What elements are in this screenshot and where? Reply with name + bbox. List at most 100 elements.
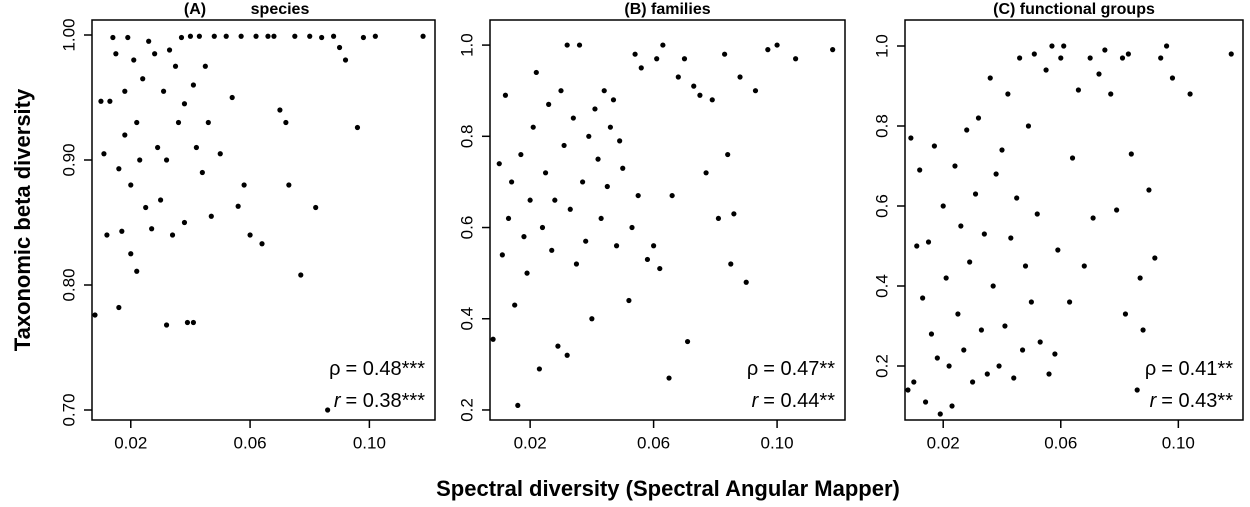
point [564, 352, 570, 358]
point [1025, 123, 1032, 129]
annotation-symbol: r [334, 390, 342, 412]
point [208, 213, 214, 219]
point [502, 92, 509, 98]
annotation: ρ = 0.48*** [329, 358, 425, 380]
point [996, 363, 1002, 369]
annotation-text: = 0.48*** [345, 358, 425, 380]
point [1114, 207, 1120, 213]
point [172, 63, 179, 69]
point [573, 261, 580, 267]
point [524, 270, 530, 276]
x-tick-label: 0.02 [514, 433, 547, 452]
x-tick-label: 0.10 [1162, 433, 1195, 452]
point [595, 156, 601, 162]
y-tick-label: 1.0 [872, 34, 891, 58]
point [987, 75, 993, 81]
point [360, 34, 367, 41]
point [319, 34, 325, 41]
annotation-text: = 0.43** [1161, 390, 1233, 412]
point [638, 65, 644, 71]
point [722, 51, 728, 57]
point [793, 56, 799, 62]
point [731, 211, 737, 217]
point [128, 251, 134, 257]
point [1087, 55, 1093, 61]
point [521, 234, 527, 240]
y-tick-label: 0.6 [872, 194, 891, 218]
point [146, 38, 152, 44]
point [970, 379, 976, 385]
point [925, 239, 932, 245]
plot-frame [904, 19, 1244, 421]
point [657, 265, 663, 272]
point [1052, 351, 1058, 357]
point [235, 203, 241, 209]
point [1046, 371, 1052, 377]
point [505, 215, 512, 222]
point [601, 88, 607, 94]
point [325, 407, 331, 413]
point [277, 107, 283, 113]
point [931, 143, 937, 149]
x-tick-label: 0.06 [1044, 433, 1077, 452]
point [1034, 211, 1040, 217]
point [1102, 47, 1108, 53]
point [666, 375, 672, 381]
point [122, 132, 128, 138]
point [104, 232, 110, 238]
annotation: r = 0.44** [752, 390, 836, 412]
point [175, 119, 182, 126]
point [530, 124, 536, 130]
point [110, 34, 116, 41]
point [1008, 235, 1014, 241]
point [967, 259, 973, 265]
point [217, 151, 223, 157]
point [1152, 255, 1158, 261]
point [152, 51, 158, 57]
point [604, 183, 610, 190]
point [570, 115, 576, 121]
point [1037, 339, 1043, 345]
point [752, 88, 759, 94]
point [626, 297, 632, 304]
point [589, 316, 595, 322]
x-tick-label: 0.06 [637, 433, 670, 452]
point [955, 311, 961, 317]
point [940, 203, 946, 209]
y-axis-label: Taxonomic beta diversity [10, 88, 35, 351]
point [583, 238, 589, 244]
point [908, 135, 914, 141]
point [158, 197, 164, 203]
point [1043, 67, 1049, 73]
point [561, 142, 567, 149]
y-tick-label: 0.4 [872, 274, 891, 298]
panel-title: (B) families [624, 1, 710, 18]
point [420, 33, 426, 39]
point [1228, 51, 1234, 57]
point [675, 74, 681, 80]
point [160, 88, 167, 94]
point [549, 247, 555, 253]
point [558, 88, 564, 94]
point [946, 363, 952, 369]
point [187, 33, 194, 39]
point [725, 151, 731, 158]
y-tick-label: 0.4 [457, 307, 476, 331]
x-tick-label: 0.06 [234, 433, 267, 452]
point [113, 51, 119, 57]
point [984, 371, 990, 377]
y-tick-label: 0.2 [872, 354, 891, 378]
point [617, 138, 623, 144]
point [116, 166, 122, 172]
point [1005, 91, 1011, 97]
point [691, 83, 697, 89]
point [205, 119, 211, 126]
point [644, 256, 651, 263]
point [635, 192, 641, 199]
point [1108, 91, 1114, 97]
point [181, 219, 188, 226]
point [567, 206, 573, 212]
point [229, 94, 235, 101]
point [830, 47, 836, 53]
point [1163, 43, 1170, 49]
